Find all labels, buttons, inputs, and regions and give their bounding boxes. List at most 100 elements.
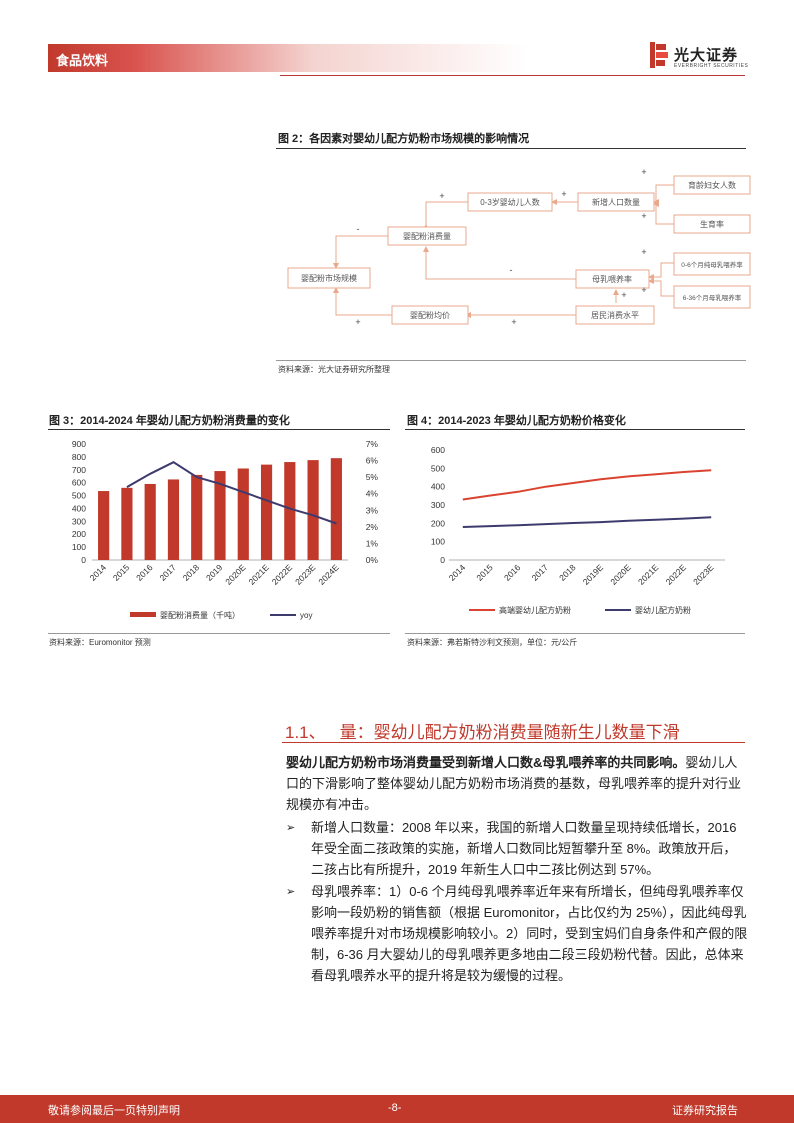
sign-women: + bbox=[641, 167, 646, 177]
line-premium-formula bbox=[462, 469, 712, 501]
y-right-tick-label: 7% bbox=[366, 439, 379, 449]
lead-bold: 婴幼儿配方奶粉市场消费量受到新增人口数&母乳喂养率的共同影响。 bbox=[286, 755, 686, 770]
legend-label-regular: 婴幼儿配方奶粉 bbox=[635, 605, 691, 615]
label-consumption: 婴配粉消费量 bbox=[403, 231, 451, 241]
sign-newborns: + bbox=[561, 189, 566, 199]
figure4-chart: 0 100 200 300 400 500 600 2014 2015 2016 2017 2018… bbox=[431, 445, 725, 615]
y-left-tick-label: 0 bbox=[81, 555, 86, 565]
x-tick-label: 2021E bbox=[246, 562, 271, 587]
bar-consumption bbox=[237, 468, 249, 560]
figure3-title: 图 3：2014-2024 年婴幼儿配方奶粉消费量的变化 bbox=[49, 415, 290, 427]
figure2-flow-diagram: 婴配粉市场规模 婴配粉消费量 婴配粉均价 0-3岁婴幼儿人数 新增人口数量 育龄… bbox=[287, 167, 751, 327]
lead-rest: 婴幼儿人口的下滑影响了整体婴幼儿配方奶粉市场消费的基数，母乳喂养率的提升对行业规… bbox=[286, 755, 742, 812]
figure4-bottom-rule bbox=[405, 633, 745, 634]
y-left-tick-label: 400 bbox=[72, 503, 86, 513]
label-newborns: 新增人口数量 bbox=[592, 197, 640, 207]
bullet-1-icon: ➢ bbox=[286, 822, 296, 834]
y-left-tick-label: 800 bbox=[72, 452, 86, 462]
y-tick-label: 0 bbox=[440, 555, 445, 565]
x-tick-label: 2022E bbox=[270, 562, 295, 587]
node-market bbox=[287, 267, 371, 289]
y-left-tick-label: 300 bbox=[72, 516, 86, 526]
x-tick-label: 2021E bbox=[636, 562, 661, 587]
header-band bbox=[48, 44, 528, 72]
y-right-tick-label: 0% bbox=[366, 555, 379, 565]
y-right-tick-label: 3% bbox=[366, 505, 379, 515]
node-bf-0-6 bbox=[673, 252, 751, 276]
section-label: 食品饮料 bbox=[56, 53, 109, 68]
y-tick-label: 200 bbox=[431, 518, 445, 528]
figure3-bottom-rule bbox=[48, 633, 390, 634]
sign-bf-0-6: + bbox=[641, 247, 646, 257]
footer-report-type: 证券研究报告 bbox=[672, 1105, 738, 1117]
bar-consumption bbox=[167, 479, 180, 560]
node-consumption bbox=[387, 226, 467, 246]
figure4-source: 资料来源：弗若斯特沙利文预测，单位：元/公斤 bbox=[407, 638, 578, 647]
y-tick-label: 600 bbox=[431, 445, 445, 455]
label-income: 居民消费水平 bbox=[591, 310, 639, 320]
bar-consumption bbox=[191, 474, 203, 560]
figure4-title: 图 4：2014-2023 年婴幼儿配方奶粉价格变化 bbox=[407, 415, 626, 427]
x-tick-label: 2015 bbox=[111, 562, 132, 583]
label-infants: 0-3岁婴幼儿人数 bbox=[480, 197, 540, 207]
figure2-bottom-rule bbox=[276, 360, 746, 361]
bar-consumption bbox=[98, 491, 110, 560]
x-tick-label: 2022E bbox=[664, 562, 689, 587]
legend-label-consumption: 婴配粉消费量（千吨） bbox=[160, 610, 240, 620]
x-tick-label: 2017 bbox=[157, 562, 178, 583]
bullet-2-icon: ➢ bbox=[286, 886, 296, 898]
x-tick-label: 2023E bbox=[691, 562, 716, 587]
node-women bbox=[673, 175, 751, 195]
page-number: -8- bbox=[388, 1102, 402, 1114]
x-tick-label: 2014 bbox=[88, 562, 109, 583]
section-title: 量：婴幼儿配方奶粉消费量随新生儿数量下滑 bbox=[339, 723, 680, 742]
label-bf-0-6: 0-6个月纯母乳喂养率 bbox=[681, 260, 743, 269]
header-rule bbox=[280, 75, 745, 76]
x-tick-label: 2019E bbox=[581, 562, 606, 587]
node-infants bbox=[467, 192, 553, 212]
figure2-top-rule bbox=[276, 148, 746, 149]
brand-logo-icon bbox=[650, 42, 668, 68]
section-heading: 1.1、 量：婴幼儿配方奶粉消费量随新生儿数量下滑 bbox=[285, 718, 680, 743]
y-tick-label: 300 bbox=[431, 500, 445, 510]
bar-consumption bbox=[144, 483, 156, 560]
bullet-1-text: 新增人口数量：2008 年以来，我国的新增人口数量呈现持续低增长，2016 年受… bbox=[311, 820, 737, 877]
figure2-source: 资料来源：光大证券研究所整理 bbox=[278, 365, 390, 374]
sign-infants: + bbox=[439, 191, 444, 201]
label-price: 婴配粉均价 bbox=[410, 310, 450, 320]
line-yoy bbox=[126, 461, 337, 525]
node-price bbox=[391, 305, 469, 325]
y-left-tick-label: 700 bbox=[72, 465, 86, 475]
x-tick-label: 2020E bbox=[608, 562, 633, 587]
x-tick-label: 2016 bbox=[134, 562, 155, 583]
x-tick-label: 2015 bbox=[474, 562, 495, 583]
x-tick-label: 2018 bbox=[181, 562, 202, 583]
brand-name: 光大证券 bbox=[674, 47, 739, 64]
label-market: 婴配粉市场规模 bbox=[301, 273, 357, 283]
legend-swatch-consumption bbox=[130, 612, 156, 617]
bar-consumption bbox=[260, 464, 273, 560]
sign-income: + bbox=[511, 317, 516, 327]
sign-income-bf: + bbox=[621, 290, 626, 300]
y-right-tick-label: 2% bbox=[366, 522, 379, 532]
x-tick-label: 2014 bbox=[447, 562, 468, 583]
section-rule bbox=[282, 742, 745, 743]
node-bf-6-36 bbox=[673, 285, 751, 309]
x-tick-label: 2019 bbox=[204, 562, 225, 583]
label-women: 育龄妇女人数 bbox=[688, 180, 736, 190]
label-birth-rate: 生育率 bbox=[700, 219, 724, 229]
bar-consumption bbox=[121, 487, 133, 560]
figure2-title: 图 2：各因素对婴幼儿配方奶粉市场规模的影响情况 bbox=[278, 133, 530, 145]
figure3-source: 资料来源：Euromonitor 预测 bbox=[49, 638, 151, 647]
node-newborns bbox=[577, 192, 655, 212]
bar-consumption bbox=[214, 471, 226, 560]
footer-bar bbox=[0, 1095, 794, 1123]
y-right-tick-label: 6% bbox=[366, 456, 379, 466]
y-right-tick-label: 4% bbox=[366, 489, 379, 499]
sign-consumption: - bbox=[357, 224, 360, 234]
x-tick-label: 2018 bbox=[557, 562, 578, 583]
sign-price: + bbox=[355, 317, 360, 327]
footer-disclaimer: 敬请参阅最后一页特别声明 bbox=[48, 1105, 180, 1117]
y-tick-label: 400 bbox=[431, 482, 445, 492]
figure4-top-rule bbox=[405, 429, 745, 430]
